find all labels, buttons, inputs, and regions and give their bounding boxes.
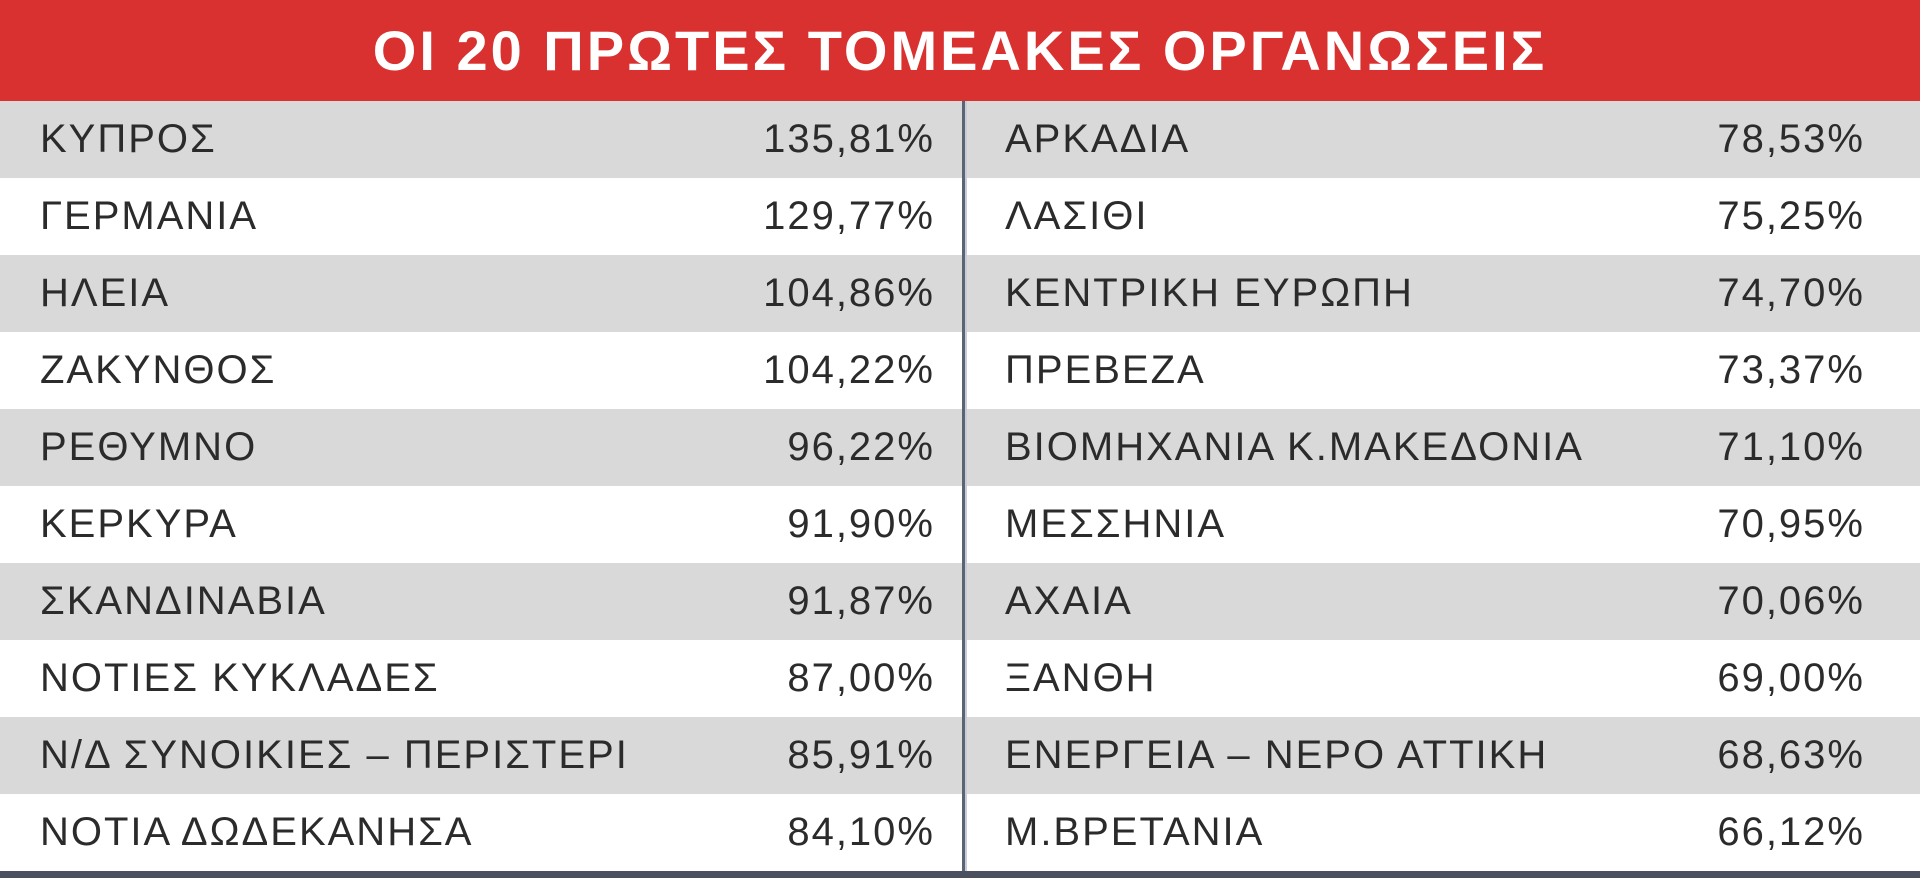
region-name: ΠΡΕΒΕΖΑ [1005,348,1206,392]
region-name: Μ.ΒΡΕΤΑΝΙΑ [1005,810,1265,854]
percentage: 135,81% [763,117,935,161]
percentage: 87,00% [787,656,935,700]
table-row: ΝΟΤΙΕΣ ΚΥΚΛΑΔΕΣ 87,00% [0,640,962,717]
region-name: ΚΕΡΚΥΡΑ [40,502,238,546]
table-row: ΣΚΑΝΔΙΝΑΒΙΑ 91,87% [0,563,962,640]
region-name: ΗΛΕΙΑ [40,271,171,315]
table-row: ΡΕΘΥΜΝΟ 96,22% [0,409,962,486]
region-name: ΚΕΝΤΡΙΚΗ ΕΥΡΩΠΗ [1005,271,1414,315]
percentage: 84,10% [787,810,935,854]
table-row: ΗΛΕΙΑ 104,86% [0,255,962,332]
percentage: 91,90% [787,502,935,546]
region-name: ΛΑΣΙΘΙ [1005,194,1149,238]
region-name: ΖΑΚΥΝΘΟΣ [40,348,277,392]
table-row: ΖΑΚΥΝΘΟΣ 104,22% [0,332,962,409]
percentage: 78,53% [1717,117,1865,161]
column-divider [962,101,967,871]
region-name: ΑΧΑΙΑ [1005,579,1133,623]
region-name: ΣΚΑΝΔΙΝΑΒΙΑ [40,579,327,623]
table-row: ΜΕΣΣΗΝΙΑ 70,95% [967,486,1920,563]
region-name: ΕΝΕΡΓΕΙΑ – ΝΕΡΟ ΑΤΤΙΚΗ [1005,733,1549,777]
percentage: 73,37% [1717,348,1865,392]
table-row: ΠΡΕΒΕΖΑ 73,37% [967,332,1920,409]
percentage: 91,87% [787,579,935,623]
region-name: ΒΙΟΜΗΧΑΝΙΑ Κ.ΜΑΚΕΔΟΝΙΑ [1005,425,1584,469]
table-row: ΛΑΣΙΘΙ 75,25% [967,178,1920,255]
table-row: ΚΕΝΤΡΙΚΗ ΕΥΡΩΠΗ 74,70% [967,255,1920,332]
percentage: 70,95% [1717,502,1865,546]
table-row: ΝΟΤΙΑ ΔΩΔΕΚΑΝΗΣΑ 84,10% [0,794,962,871]
percentage: 68,63% [1717,733,1865,777]
table-row: ΒΙΟΜΗΧΑΝΙΑ Κ.ΜΑΚΕΔΟΝΙΑ 71,10% [967,409,1920,486]
table-row: ΓΕΡΜΑΝΙΑ 129,77% [0,178,962,255]
table-row: ΕΝΕΡΓΕΙΑ – ΝΕΡΟ ΑΤΤΙΚΗ 68,63% [967,717,1920,794]
percentage: 70,06% [1717,579,1865,623]
percentage: 66,12% [1717,810,1865,854]
region-name: ΝΟΤΙΕΣ ΚΥΚΛΑΔΕΣ [40,656,440,700]
table-row: Ν/Δ ΣΥΝΟΙΚΙΕΣ – ΠΕΡΙΣΤΕΡΙ 85,91% [0,717,962,794]
percentage: 129,77% [763,194,935,238]
region-name: ΓΕΡΜΑΝΙΑ [40,194,259,238]
percentage: 69,00% [1717,656,1865,700]
table-row: ΑΧΑΙΑ 70,06% [967,563,1920,640]
table-row: ΚΕΡΚΥΡΑ 91,90% [0,486,962,563]
region-name: ΡΕΘΥΜΝΟ [40,425,258,469]
region-name: ΝΟΤΙΑ ΔΩΔΕΚΑΝΗΣΑ [40,810,474,854]
table-row: Μ.ΒΡΕΤΑΝΙΑ 66,12% [967,794,1920,871]
table-row: ΑΡΚΑΔΙΑ 78,53% [967,101,1920,178]
region-name: ΜΕΣΣΗΝΙΑ [1005,502,1227,546]
region-name: ΚΥΠΡΟΣ [40,117,217,161]
percentage: 71,10% [1717,425,1865,469]
region-name: Ν/Δ ΣΥΝΟΙΚΙΕΣ – ΠΕΡΙΣΤΕΡΙ [40,733,629,777]
region-name: ΑΡΚΑΔΙΑ [1005,117,1191,161]
percentage: 85,91% [787,733,935,777]
percentage: 96,22% [787,425,935,469]
percentage: 75,25% [1717,194,1865,238]
region-name: ΞΑΝΘΗ [1005,656,1157,700]
table-row: ΞΑΝΘΗ 69,00% [967,640,1920,717]
table: ΚΥΠΡΟΣ 135,81% ΓΕΡΜΑΝΙΑ 129,77% ΗΛΕΙΑ 104,86%… [0,101,1920,871]
percentage: 104,86% [763,271,935,315]
percentage: 74,70% [1717,271,1865,315]
percentage: 104,22% [763,348,935,392]
bottom-border [0,871,1920,878]
table-title: ΟΙ 20 ΠΡΩΤΕΣ ΤΟΜΕΑΚΕΣ ΟΡΓΑΝΩΣΕΙΣ [0,0,1920,101]
table-row: ΚΥΠΡΟΣ 135,81% [0,101,962,178]
